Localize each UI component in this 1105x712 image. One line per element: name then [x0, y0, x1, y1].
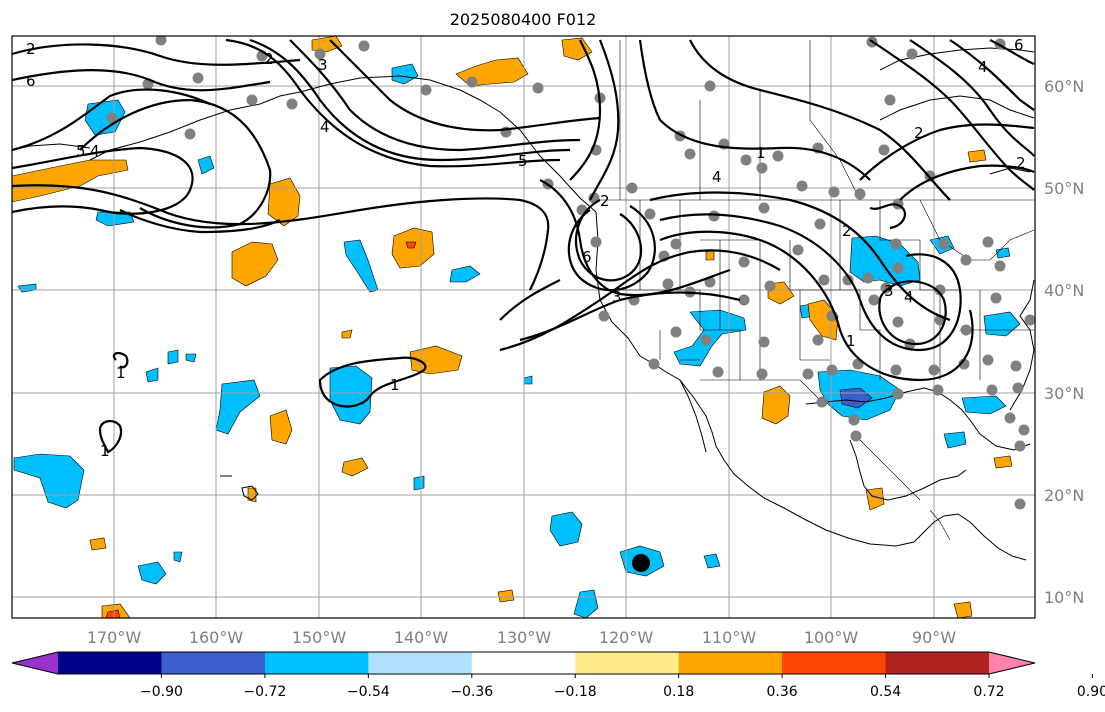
- lon-label: 100°W: [804, 628, 859, 647]
- contour-label: 1: [846, 332, 856, 350]
- lat-label: 30°N: [1044, 384, 1084, 403]
- contour-label: 4: [712, 168, 722, 186]
- colorbar-tick-label: 0.18: [663, 684, 694, 700]
- latitude-labels: 60°N 50°N 40°N 30°N 20°N 10°N: [1044, 77, 1084, 607]
- contour-label: 3: [884, 282, 894, 300]
- colorbar-segment: [885, 652, 990, 674]
- lon-label: 130°W: [497, 628, 552, 647]
- colorbar-segment: [264, 652, 369, 674]
- colorbar-segment: [575, 652, 680, 674]
- lon-label: 90°W: [912, 628, 956, 647]
- colorbar-tick-label: 0.72: [973, 684, 1004, 700]
- lat-label: 20°N: [1044, 486, 1084, 505]
- lat-label: 10°N: [1044, 588, 1084, 607]
- colorbar-segment: [58, 652, 162, 674]
- colorbar-tick-label: 0.36: [767, 684, 798, 700]
- colorbar-tick-label: 0.54: [870, 684, 901, 700]
- colorbar-tick-labels: −0.90 −0.72 −0.54 −0.36 −0.18 0.18 0.36 0.54 0.7…: [140, 674, 1105, 700]
- lon-label: 110°W: [702, 628, 757, 647]
- lat-label: 60°N: [1044, 77, 1084, 96]
- contour-label: 3: [612, 288, 622, 306]
- contour-label: 2: [1016, 154, 1026, 172]
- colorbar-tick-label: 0.90: [1077, 684, 1105, 700]
- contour-label: 1: [756, 144, 766, 162]
- contour-label: 6: [1014, 36, 1024, 54]
- lon-label: 160°W: [189, 628, 244, 647]
- contour-label: 1: [390, 376, 400, 394]
- colorbar-segment: [471, 652, 576, 674]
- map-frame: [11, 35, 1036, 619]
- contour-lines: [12, 38, 1035, 454]
- contour-label: 5: [76, 142, 86, 160]
- colorbar-tick-label: −0.90: [140, 684, 183, 700]
- colorbar: [11, 651, 1036, 675]
- colorbar-segment: [678, 652, 783, 674]
- contour-labels: 2 6 2 3 4 5 4 6 5 2 3 4 1 1 1 1 4 2 3 4 …: [26, 36, 1026, 460]
- highlighted-station-marker: [632, 554, 650, 572]
- contour-label: 1: [100, 442, 110, 460]
- contour-label: 4: [978, 58, 988, 76]
- contour-label: 2: [842, 222, 852, 240]
- colorbar-segment: [368, 652, 473, 674]
- lon-label: 170°W: [87, 628, 142, 647]
- lon-label: 150°W: [292, 628, 347, 647]
- colorbar-segment: [161, 652, 266, 674]
- contour-label: 1: [116, 364, 126, 382]
- lat-label: 40°N: [1044, 281, 1084, 300]
- colorbar-segment: [782, 652, 887, 674]
- lon-label: 140°W: [394, 628, 449, 647]
- political-borders: [600, 40, 1035, 541]
- figure-title: 2025080400 F012: [450, 10, 597, 29]
- colorbar-outline: [11, 651, 1036, 675]
- lon-label: 120°W: [599, 628, 654, 647]
- contour-label: 6: [26, 72, 36, 90]
- contour-label: 2: [26, 40, 36, 58]
- longitude-labels: 170°W 160°W 150°W 140°W 130°W 120°W 110°…: [87, 628, 956, 647]
- colorbar-extend-high: [989, 652, 1035, 674]
- contour-label: 6: [582, 248, 592, 266]
- map-area: 2 6 2 3 4 5 4 6 5 2 3 4 1 1 1 1 4 2 3 4 …: [12, 36, 1035, 618]
- colorbar-tick-label: −0.36: [450, 684, 493, 700]
- contour-label: 2: [264, 50, 274, 68]
- positive-anomaly-regions: [12, 36, 1013, 618]
- contour-label: 2: [600, 192, 610, 210]
- contour-label: 4: [90, 142, 100, 160]
- lat-label: 50°N: [1044, 179, 1084, 198]
- colorbar-tick-label: −0.18: [554, 684, 597, 700]
- gridlines: [12, 36, 1035, 618]
- contour-label: 2: [914, 124, 924, 142]
- contour-label: 4: [320, 118, 330, 136]
- contour-label: 5: [518, 152, 528, 170]
- colorbar-tick-label: −0.72: [243, 684, 286, 700]
- contour-label: 3: [318, 56, 328, 74]
- colorbar-extend-low: [12, 652, 58, 674]
- colorbar-tick-label: −0.54: [347, 684, 390, 700]
- contour-label: 4: [904, 288, 914, 306]
